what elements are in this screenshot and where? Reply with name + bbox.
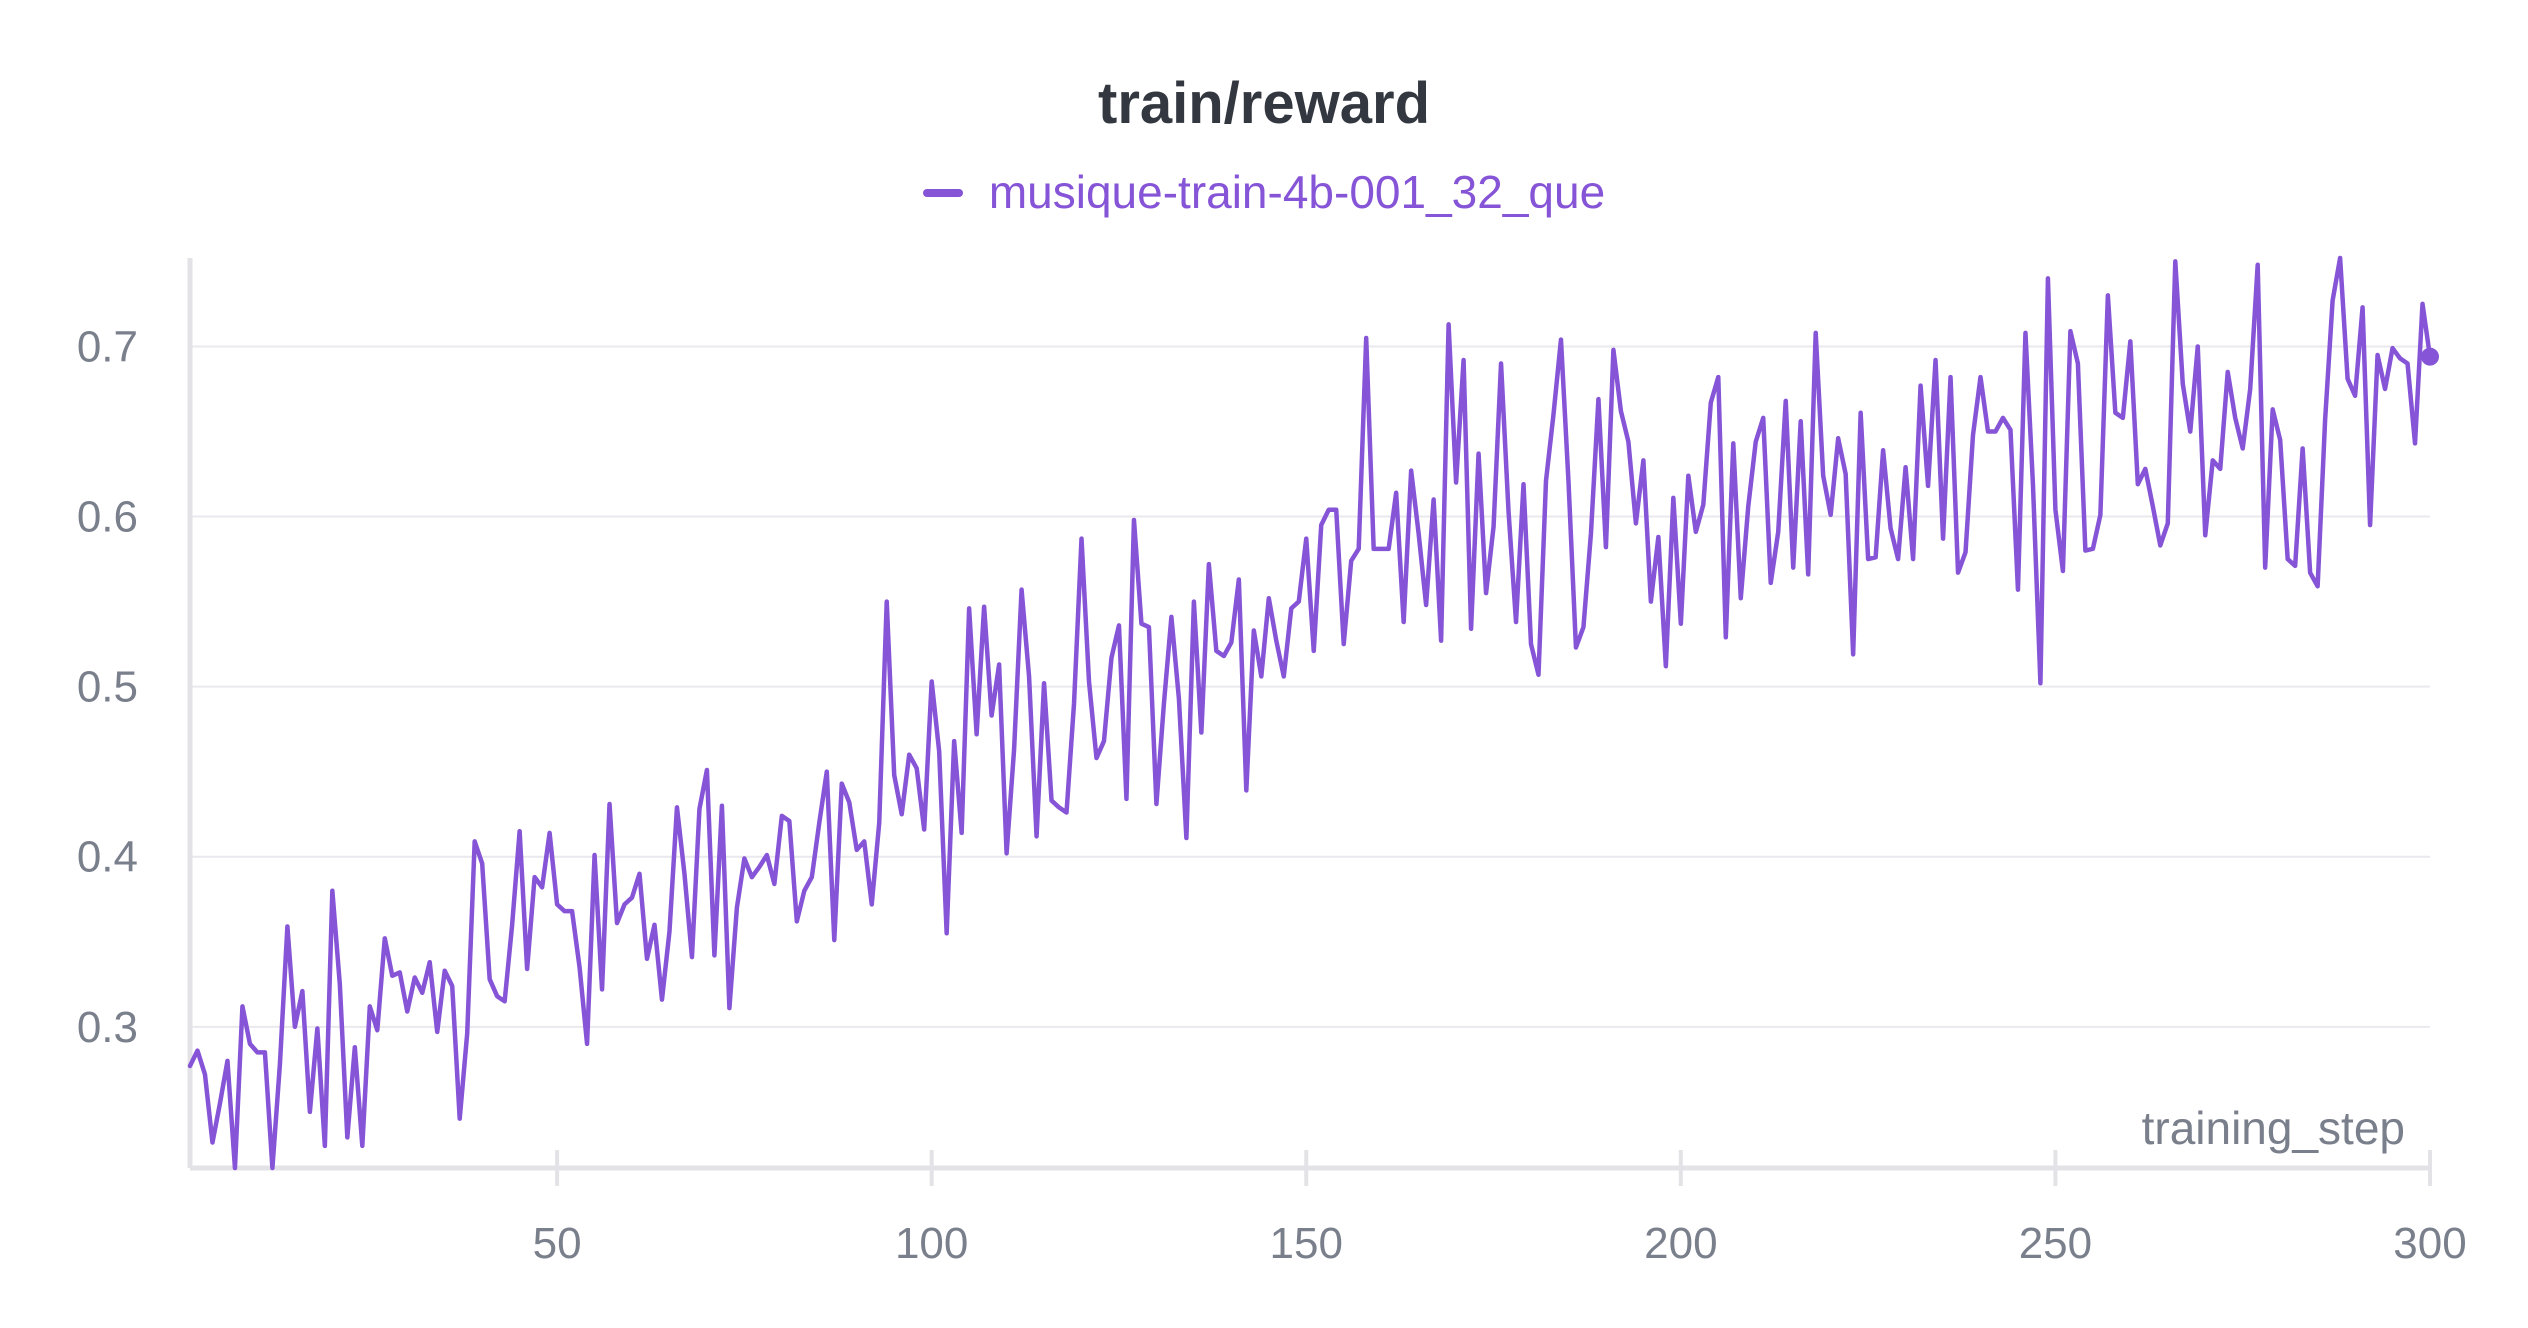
- y-tick-label: 0.5: [77, 663, 138, 712]
- y-tick-label: 0.6: [77, 493, 138, 542]
- legend-label: musique-train-4b-001_32_que: [988, 166, 1606, 218]
- x-tick-label: 150: [1270, 1219, 1343, 1268]
- x-tick-label: 200: [1644, 1219, 1717, 1268]
- x-tick-label: 300: [2393, 1219, 2466, 1268]
- y-tick-label: 0.4: [77, 833, 138, 882]
- series-endpoint: [2421, 347, 2439, 366]
- y-tick-label: 0.7: [77, 322, 138, 371]
- series-line: [187, 255, 2433, 1171]
- x-axis-label: training_step: [2142, 1102, 2405, 1154]
- x-tick-label: 100: [895, 1219, 968, 1268]
- x-tick-label: 250: [2019, 1219, 2092, 1268]
- legend[interactable]: musique-train-4b-001_32_que: [0, 165, 2528, 219]
- legend-swatch: [922, 188, 963, 197]
- x-tick-label: 50: [533, 1219, 582, 1268]
- y-tick-label: 0.3: [77, 1003, 138, 1052]
- chart-title: train/reward: [1098, 71, 1430, 136]
